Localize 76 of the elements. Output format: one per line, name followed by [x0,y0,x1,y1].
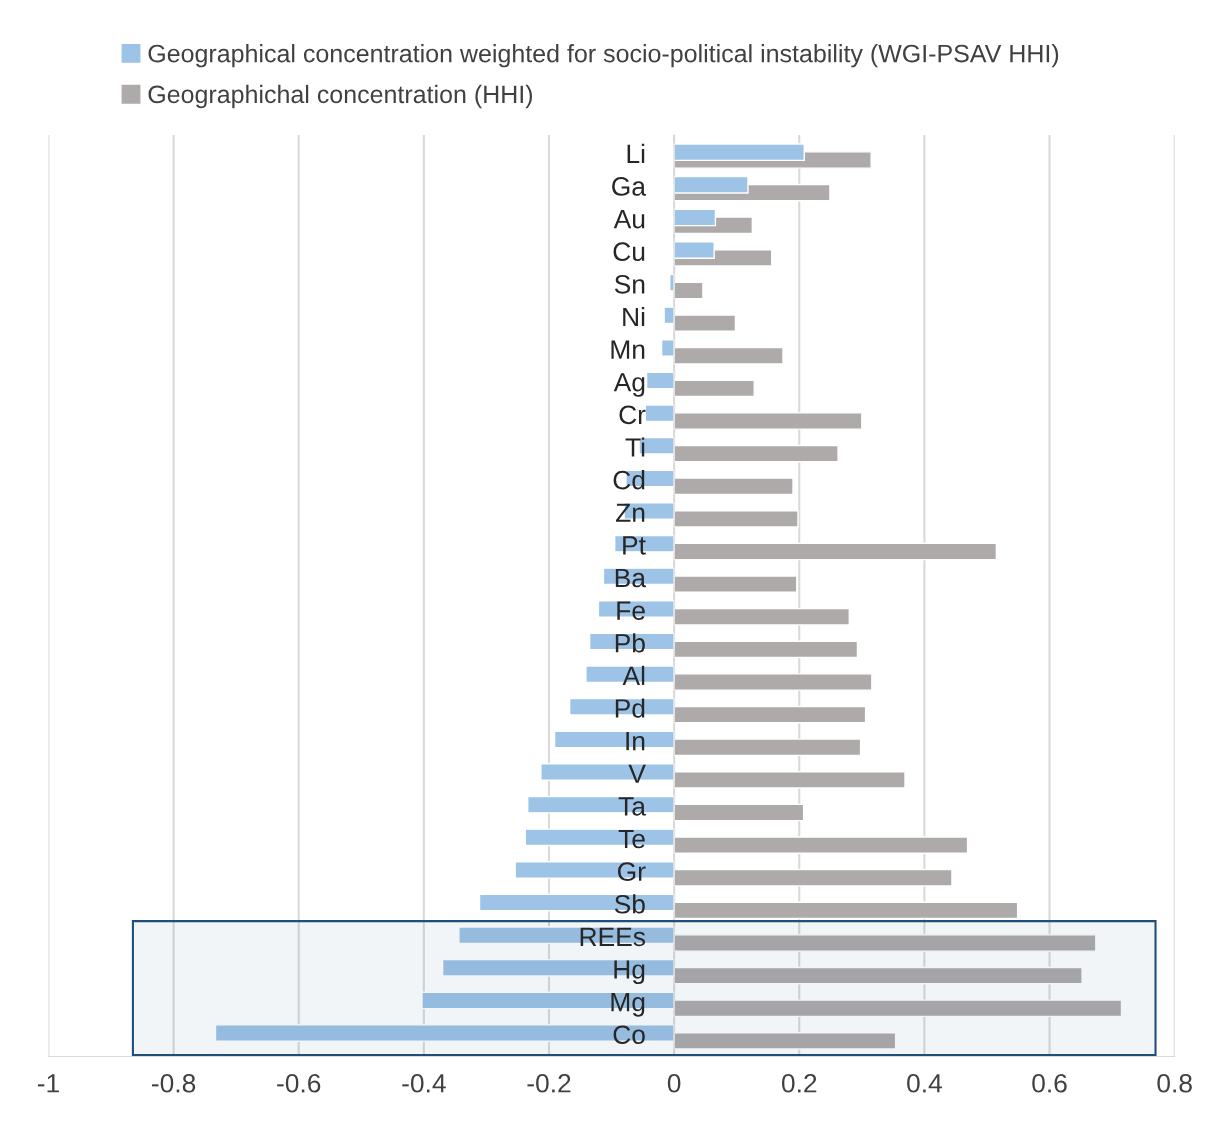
y-tick-label: Pd [615,698,645,718]
bar [673,444,839,463]
bar [673,412,863,430]
bar [673,999,1123,1018]
y-tick-label: Mg [611,993,645,1017]
bar [673,901,1019,920]
bar [527,795,675,814]
legend-label: Geographichal concentration (HHI) [148,84,532,109]
y-tick-label: Zn [616,503,645,522]
x-tick-label: 0.6 [1032,1073,1067,1093]
bar [663,306,675,325]
y-tick-label: Ti [625,437,645,457]
bar [673,314,737,332]
bar [673,510,799,528]
x-tick-label: -0.4 [402,1073,446,1093]
bar [673,738,862,757]
y-tick-label: Cd [613,470,645,490]
bar [514,861,675,879]
x-tick-label: -0.6 [277,1073,321,1093]
bar [673,771,906,789]
y-tick-label: Hg [614,960,645,985]
bar [673,281,704,300]
bar [524,828,675,847]
bar [478,893,675,912]
bar [673,934,1097,952]
bar [673,1032,897,1050]
y-tick-label: Mn [611,340,645,359]
bar [568,697,675,716]
y-tick-label: Gr [617,862,646,881]
x-tick-label: 0.4 [907,1073,942,1093]
y-tick-label: Au [613,210,645,229]
bar [673,673,873,691]
y-tick-label: Ga [612,177,646,196]
legend-label: Geographical concentration weighted for socio-political instability (WGI-PSAV HHI) [148,44,1059,68]
bar [673,575,798,593]
x-tick-label: -0.8 [152,1073,196,1093]
y-tick-label: In [626,732,645,751]
x-tick-label: -0.2 [527,1073,571,1093]
y-tick-label: Ni [623,306,645,327]
x-tick-label: 0 [667,1073,681,1093]
bar [673,640,859,659]
y-tick-label: Ta [618,797,646,816]
y-tick-label: Fe [617,601,645,620]
y-tick-label: Co [613,1025,645,1045]
y-tick-label: Al [622,665,645,685]
bar [673,705,867,724]
y-tick-label: Sn [614,274,645,294]
x-tick-label: 0.8 [1157,1073,1192,1093]
bar [540,763,675,781]
y-tick-label: Pt [623,536,646,555]
y-tick-label: REEs [580,927,646,947]
y-tick-label: Ag [613,373,645,397]
bar [673,836,969,854]
y-tick-label: Ba [615,568,646,588]
y-tick-label: Te [618,829,645,849]
bar [673,542,998,561]
bar [645,371,675,390]
y-tick-label: Pb [615,633,645,653]
bar [458,926,675,945]
bar [673,477,794,496]
bar [673,966,1083,985]
bar [673,379,755,398]
y-tick-label: Sb [614,894,645,914]
bar [673,607,851,626]
y-tick-label: V [628,764,646,783]
y-tick-label: Li [627,143,645,163]
bar [673,803,805,822]
bar [644,404,675,423]
y-tick-label: Cr [619,405,646,425]
y-tick-label: Cu [613,242,645,262]
bar [214,1024,675,1042]
x-tick-label: -1 [37,1074,59,1093]
bar [673,346,784,365]
x-tick-label: 0.2 [781,1073,817,1093]
bar [673,868,953,887]
bar [585,665,675,684]
